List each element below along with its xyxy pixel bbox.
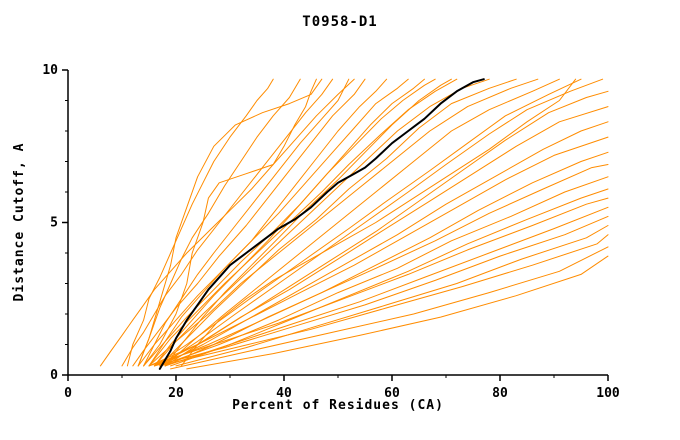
x-tick-label: 20 xyxy=(168,386,184,401)
model-curve xyxy=(186,255,609,370)
model-curve xyxy=(170,246,609,370)
x-tick-label: 100 xyxy=(596,386,620,401)
model-curve xyxy=(153,215,609,367)
model-curve xyxy=(148,136,609,367)
model-curve xyxy=(121,78,334,367)
model-curve xyxy=(143,78,317,367)
model-curve xyxy=(159,234,609,367)
model-curve xyxy=(137,78,301,367)
model-curve xyxy=(126,78,274,367)
x-tick-label: 0 xyxy=(64,386,72,401)
model-curve xyxy=(99,78,355,367)
model-curve xyxy=(159,121,609,367)
model-curve xyxy=(153,78,490,367)
y-axis-label: Distance Cutoff, A xyxy=(12,142,27,302)
model-curve xyxy=(148,78,458,367)
x-axis-label: Percent of Residues (CA) xyxy=(232,398,444,413)
model-curve xyxy=(137,78,323,367)
model-curve xyxy=(153,106,609,367)
x-tick-label: 40 xyxy=(276,386,292,401)
model-curve xyxy=(148,78,539,367)
y-tick-label: 0 xyxy=(50,368,58,383)
model-curve xyxy=(143,78,436,367)
model-curve xyxy=(132,78,366,367)
y-tick-label: 10 xyxy=(42,63,58,78)
model-curve xyxy=(164,206,609,367)
model-curve xyxy=(148,78,388,367)
model-curve xyxy=(164,151,609,367)
x-tick-label: 80 xyxy=(492,386,508,401)
model-curve xyxy=(148,197,609,367)
model-curve xyxy=(153,164,609,367)
model-curve xyxy=(137,78,409,367)
model-curve xyxy=(170,188,609,367)
model-curve xyxy=(180,78,577,367)
model-curve xyxy=(159,78,604,367)
model-curve xyxy=(159,78,517,367)
model-curve xyxy=(164,78,560,367)
x-tick-label: 60 xyxy=(384,386,400,401)
y-tick-label: 5 xyxy=(50,216,58,231)
model-curve xyxy=(175,225,609,367)
chart-title: T0958-D1 xyxy=(302,14,378,30)
reference-curve xyxy=(158,78,485,370)
model-curve xyxy=(153,78,582,367)
model-curve xyxy=(143,78,350,367)
